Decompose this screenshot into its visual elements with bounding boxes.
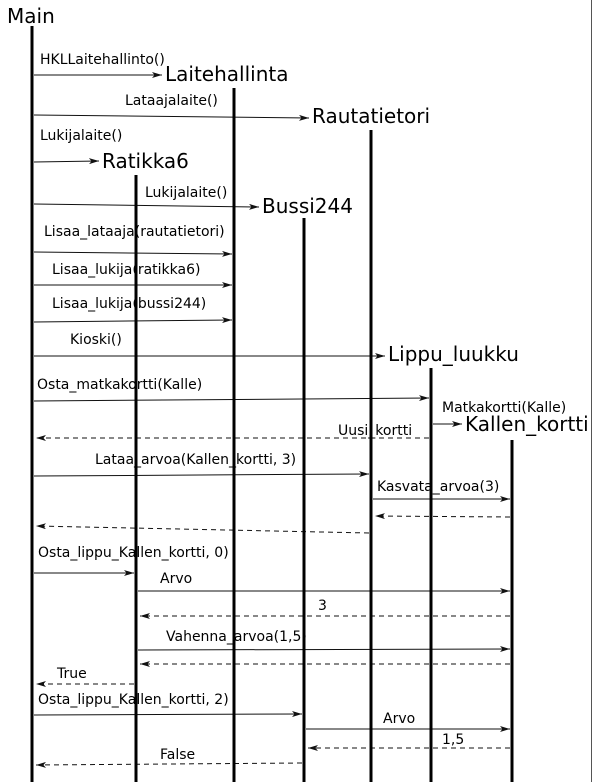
reply-message [35,523,370,534]
create-message: Kioski() [34,332,385,359]
lifeline-layer: Main Laitehallinta Rautatietori Ratikka6 Bus… [7,4,589,782]
lifeline-label-lippu-luukku: Lippu_luukku [388,342,519,366]
lifeline-label-main: Main [7,4,55,28]
reply-arrow [35,523,370,534]
call-message: Lisaa_lukija(ratikka6) [34,262,232,288]
message-label: HKLLaitehallinto() [40,52,165,68]
message-label: Uusi_kortti [338,423,412,439]
call-message: Vahenna_arvoa(1,5) [137,629,511,653]
lifeline-label-kallen-kortti: Kallen_kortti [465,412,589,436]
reply-arrow [35,761,303,768]
message-label: Kioski() [70,332,122,348]
create-message: Matkakortti(Kalle) [433,400,566,427]
call-message: Arvo [306,711,510,732]
message-label: 3 [318,598,327,614]
message-label: Lisaa_lukija(ratikka6) [52,262,200,278]
message-label: False [160,747,195,763]
create-arrow [33,158,100,165]
call-message: Kasvata_arvoa(3) [373,479,510,502]
call-arrow [33,250,233,257]
message-label: Vahenna_arvoa(1,5) [166,629,307,645]
create-arrow [33,114,310,121]
message-label: Lukijalaite() [145,185,227,201]
create-message: HKLLaitehallinto() [34,52,165,78]
reply-message: False [35,747,303,768]
call-message: Lataa_arvoa(Kallen_kortti, 3) [33,452,370,478]
call-message: Osta_lippu_Kallen_kortti, 2) [33,692,303,718]
message-label: Lukijalaite() [40,128,122,144]
reply-message: 1,5 [308,732,510,751]
lifeline-label-bussi244: Bussi244 [262,194,353,218]
create-message: Lukijalaite() [33,128,122,165]
message-label: True [56,666,87,682]
call-arrow [33,711,303,718]
message-label: Arvo [160,571,192,587]
call-message: Osta_matkakortti(Kalle) [33,377,430,402]
call-arrow [33,471,370,478]
create-arrow [33,203,260,210]
message-layer: HKLLaitehallinto() Lataajalaite() Lukijala… [33,52,566,768]
call-message: Lisaa_lukija(bussi244) [33,296,233,324]
message-label: Lisaa_lataaja(rautatietori) [44,224,225,240]
message-label: Kasvata_arvoa(3) [377,479,499,495]
reply-message [374,513,511,520]
lifeline-label-laitehallinta: Laitehallinta [165,62,288,86]
message-label: Lisaa_lukija(bussi244) [52,296,206,312]
reply-arrow [374,513,511,520]
call-message: Lisaa_lataaja(rautatietori) [33,224,233,257]
message-label: 1,5 [442,732,464,748]
message-label: Osta_lippu_Kallen_kortti, 0) [38,545,229,561]
message-label: Osta_matkakortti(Kalle) [37,377,202,393]
message-label: Matkakortti(Kalle) [442,400,566,416]
reply-message: True [36,666,134,687]
lifeline-label-ratikka6: Ratikka6 [102,149,189,173]
call-arrow [33,317,233,324]
call-arrow [137,646,511,653]
call-arrow [33,395,430,402]
lifeline-label-rautatietori: Rautatietori [312,104,430,128]
message-label: Lataajalaite() [125,93,218,109]
create-message: Lukijalaite() [33,185,260,210]
message-label: Osta_lippu_Kallen_kortti, 2) [38,692,229,708]
message-label: Lataa_arvoa(Kallen_kortti, 3) [95,452,296,468]
reply-message: Uusi_kortti [36,423,429,441]
create-message: Lataajalaite() [33,93,310,121]
message-label: Arvo [383,711,415,727]
call-message: Osta_lippu_Kallen_kortti, 0) [34,545,229,576]
call-message: Arvo [138,571,510,594]
reply-message: 3 [140,598,510,619]
